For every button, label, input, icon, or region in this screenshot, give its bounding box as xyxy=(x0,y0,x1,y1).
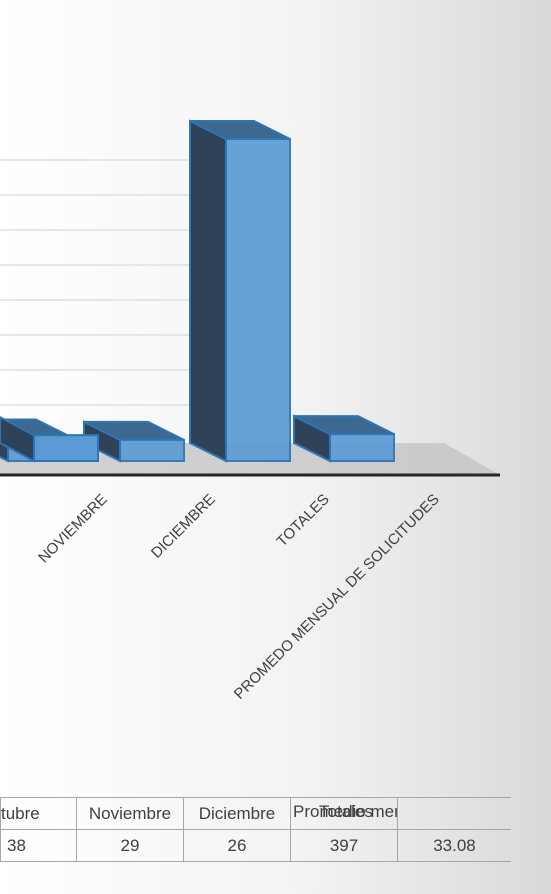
table-header-totales: Totales xyxy=(319,801,373,821)
table-header-cell: Totales Promedio mensual de Sol xyxy=(290,797,398,830)
bar-front-face xyxy=(33,434,99,462)
bar-front-face xyxy=(119,438,185,462)
table-header-cell: Noviembre xyxy=(76,797,184,830)
bar-front-face xyxy=(329,433,395,463)
bars xyxy=(0,119,395,463)
table-value-cell: 33.08 xyxy=(397,829,511,862)
table-header-row: tubre Noviembre Diciembre Totales Promed… xyxy=(0,797,511,830)
category-label: DICIEMBRE xyxy=(148,491,219,562)
bar xyxy=(189,119,291,463)
table-value-row: 38 29 26 397 33.08 xyxy=(0,829,511,862)
bar xyxy=(293,414,395,463)
bar-front-face xyxy=(225,138,291,462)
table-value-cell: 397 xyxy=(290,829,398,862)
data-table: tubre Noviembre Diciembre Totales Promed… xyxy=(0,797,511,862)
category-label: TOTALES xyxy=(273,491,332,550)
bar-side-face xyxy=(189,119,227,463)
table-header-cell xyxy=(397,797,511,830)
bar xyxy=(83,420,185,463)
category-label: NOVIEMBRE xyxy=(35,491,111,567)
table-header-overlap: Totales Promedio mensual de Sol xyxy=(292,799,397,827)
table-value-cell: 38 xyxy=(0,829,77,862)
category-label: PROMEDO MENSUAL DE SOLICITUDES xyxy=(231,491,443,703)
table-header-cell: Diciembre xyxy=(183,797,291,830)
table-value-cell: 29 xyxy=(76,829,184,862)
table-value-cell: 26 xyxy=(183,829,291,862)
table-header-promedio: Promedio mensual de Sol xyxy=(293,801,397,821)
gridlines xyxy=(0,159,286,406)
bar xyxy=(0,416,99,463)
table-header-cell: tubre xyxy=(0,797,77,830)
